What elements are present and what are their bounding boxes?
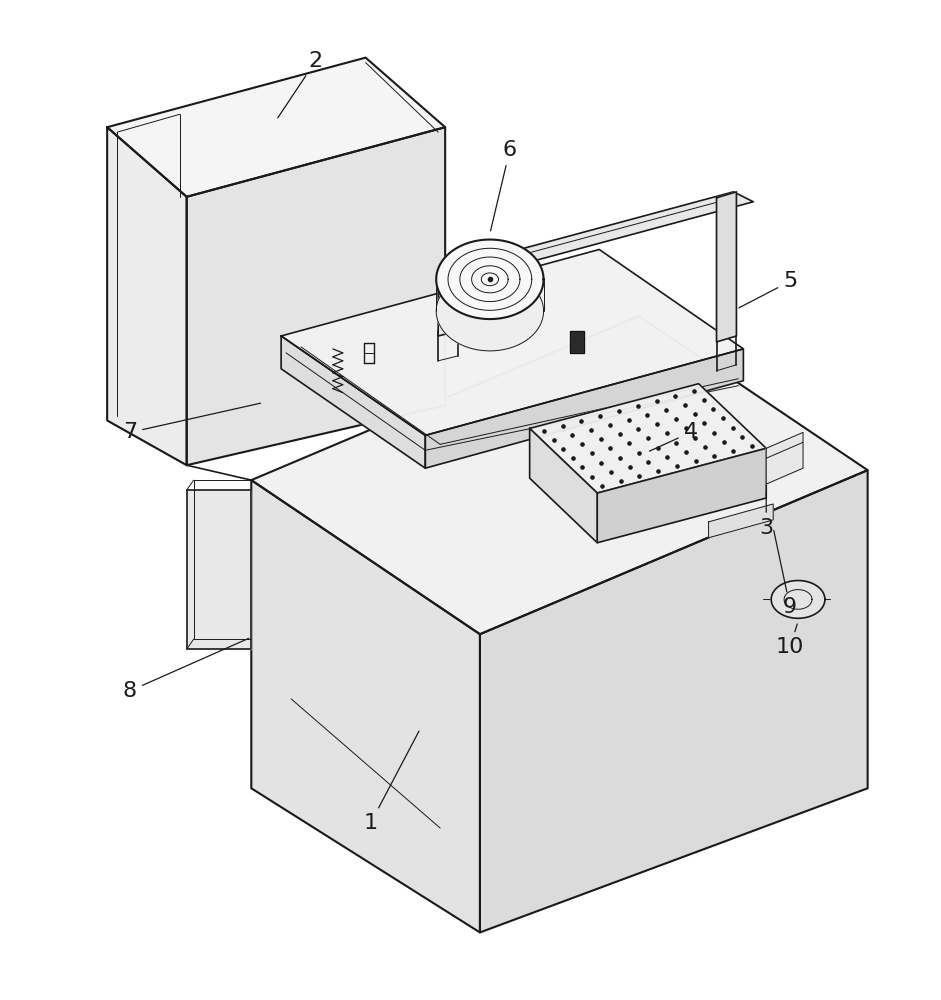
Text: 10: 10 xyxy=(776,624,805,657)
Polygon shape xyxy=(281,249,743,435)
Polygon shape xyxy=(186,490,251,649)
Polygon shape xyxy=(570,331,584,353)
Polygon shape xyxy=(107,127,186,465)
Text: 1: 1 xyxy=(363,731,419,833)
Text: 8: 8 xyxy=(123,638,248,701)
Polygon shape xyxy=(107,58,445,197)
Polygon shape xyxy=(480,470,868,932)
Polygon shape xyxy=(251,316,868,634)
Polygon shape xyxy=(251,480,480,932)
Polygon shape xyxy=(437,240,544,319)
Polygon shape xyxy=(281,336,425,468)
Polygon shape xyxy=(439,192,754,281)
Text: 7: 7 xyxy=(123,403,261,442)
Text: 2: 2 xyxy=(278,51,323,118)
Text: 3: 3 xyxy=(759,493,774,538)
Polygon shape xyxy=(598,448,766,543)
Polygon shape xyxy=(766,432,803,484)
Polygon shape xyxy=(530,428,598,543)
Text: 6: 6 xyxy=(490,140,517,231)
Text: 5: 5 xyxy=(739,271,797,308)
Polygon shape xyxy=(772,581,825,618)
Polygon shape xyxy=(716,192,737,342)
Polygon shape xyxy=(186,127,445,465)
Text: 9: 9 xyxy=(774,531,797,617)
Polygon shape xyxy=(709,504,774,538)
Polygon shape xyxy=(425,349,743,468)
Polygon shape xyxy=(530,384,766,493)
Polygon shape xyxy=(439,271,458,336)
Polygon shape xyxy=(437,271,544,351)
Text: 4: 4 xyxy=(649,422,698,451)
